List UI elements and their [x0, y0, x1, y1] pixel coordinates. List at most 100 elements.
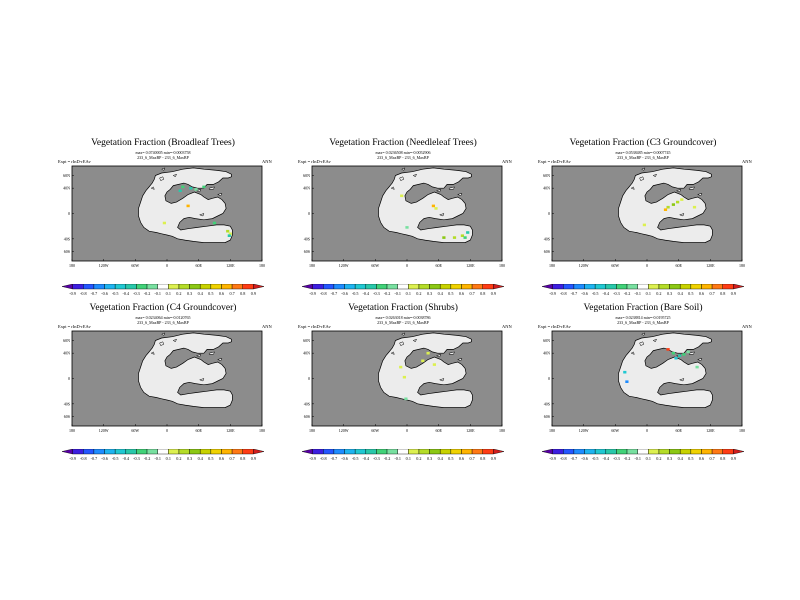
colorbar-tick-label: 0.1 — [166, 456, 171, 461]
lon-label: 60E — [435, 263, 442, 268]
colorbar-swatch — [541, 449, 553, 455]
season-label: ANN — [742, 159, 752, 164]
island — [195, 354, 202, 358]
colorbar-tick-label: 0.4 — [438, 456, 444, 461]
island — [456, 357, 463, 362]
colorbar-swatch — [178, 449, 190, 455]
colorbar-tick-label: 0.3 — [667, 291, 672, 296]
island — [639, 341, 645, 346]
colorbar-swatch — [114, 284, 126, 290]
colorbar-swatch — [242, 284, 254, 290]
colorbar-tick-label: 0.9 — [251, 456, 256, 461]
colorbar-swatch — [680, 284, 692, 290]
colorbar-tick-label: -0.7 — [331, 456, 338, 461]
colorbar-swatch — [616, 449, 628, 455]
island — [678, 213, 685, 217]
colorbar-swatch — [605, 284, 617, 290]
lon-label: 60E — [195, 428, 202, 433]
map-panel-needleleaf-trees: Vegetation Fraction (Needleleaf Trees) m… — [298, 138, 528, 314]
colorbar-swatch — [493, 284, 505, 290]
colorbar-swatch — [429, 449, 441, 455]
colorbar-tick-label: -0.4 — [122, 456, 130, 461]
experiment-label: Expt = rInD-rEAv — [538, 159, 571, 164]
island — [641, 332, 646, 336]
anomaly-cell — [686, 350, 690, 354]
colorbar-tick-label: 0.3 — [667, 456, 672, 461]
colorbar-tick-label: 0.1 — [646, 456, 651, 461]
colorbar-tick-label: -0.3 — [613, 456, 620, 461]
experiment-label: Expt = rInD-rEAv — [298, 159, 331, 164]
anomaly-cell — [431, 204, 435, 208]
lat-label: 60N — [543, 173, 550, 178]
colorbar-tick-label: -0.4 — [602, 291, 610, 296]
continent — [138, 167, 233, 243]
colorbar-swatch — [626, 449, 638, 455]
colorbar-swatch — [376, 284, 388, 290]
colorbar-tick-label: 0.8 — [720, 456, 725, 461]
island — [675, 189, 682, 193]
colorbar-tick-label: 0.2 — [416, 456, 421, 461]
colorbar-tick-label: 0.5 — [208, 456, 213, 461]
world-map: 60N 40N 0 40S 60S 180 120W 60W 0 60E 120E 180 — [303, 330, 505, 433]
colorbar-tick-label: 0.9 — [731, 456, 736, 461]
colorbar-tick-label: 0.9 — [491, 456, 496, 461]
colorbar-tick-label: 0.8 — [480, 456, 485, 461]
colorbar-tick-label: -0.1 — [634, 456, 641, 461]
lat-label: 60S — [544, 249, 550, 254]
island — [208, 186, 215, 190]
map-panel-shrubs: Vegetation Fraction (Shrubs) max= 0.0263… — [298, 303, 528, 479]
lat-label: 60N — [63, 173, 70, 178]
colorbar-swatch — [397, 449, 409, 455]
colorbar-swatch — [711, 449, 723, 455]
colorbar-tick-label: -0.6 — [101, 456, 108, 461]
colorbar-tick-label: 0.4 — [438, 291, 444, 296]
colorbar-tick-label: -0.8 — [80, 456, 87, 461]
world-map: 60N 40N 0 40S 60S 180 120W 60W 0 60E 120E 180 — [63, 165, 265, 268]
colorbar-swatch — [584, 284, 596, 290]
panel-title: Vegetation Fraction (Needleleaf Trees) — [329, 138, 477, 148]
colorbar-swatch — [733, 449, 745, 455]
panel-stats: max= 0.0263018 min=-0.0038786 233_6_MaxBP… — [375, 315, 431, 325]
anomaly-cell — [671, 203, 675, 206]
colorbar-swatch — [648, 284, 660, 290]
colorbar-swatch — [189, 449, 201, 455]
colorbar-swatch — [114, 449, 126, 455]
colorbar-tick-label: 0.7 — [709, 456, 714, 461]
colorbar-swatch — [221, 284, 233, 290]
anomaly-cell — [202, 185, 206, 189]
lat-label: 0 — [548, 211, 550, 216]
colorbar-swatch — [594, 449, 606, 455]
lon-label: 180 — [69, 263, 75, 268]
colorbar-tick-label: 0.5 — [688, 456, 693, 461]
anomaly-cell — [399, 365, 403, 369]
colorbar-swatch — [711, 284, 723, 290]
colorbar-tick-label: 0.4 — [198, 291, 204, 296]
lon-label: 0 — [646, 263, 648, 268]
colorbar-tick-label: -0.4 — [122, 291, 130, 296]
world-map: 60N 40N 0 40S 60S 180 120W 60W 0 60E 120E 180 — [543, 330, 745, 433]
colorbar: -0.9 -0.8 -0.7 -0.6 -0.5 -0.4 -0.3 -0.2 -0.1 0.1 0… — [301, 449, 505, 461]
colorbar-swatch — [365, 284, 377, 290]
island — [652, 173, 657, 178]
colorbar-swatch — [200, 284, 212, 290]
anomaly-cell — [226, 229, 230, 233]
colorbar-swatch — [616, 284, 628, 290]
colorbar-tick-label: 0.7 — [229, 456, 234, 461]
island — [159, 341, 165, 346]
lon-label: 60W — [371, 428, 379, 433]
colorbar-tick-label: -0.8 — [320, 291, 327, 296]
colorbar-tick-label: 0.9 — [491, 291, 496, 296]
colorbar-swatch — [189, 284, 201, 290]
colorbar-swatch — [242, 449, 254, 455]
lon-label: 120W — [579, 263, 589, 268]
continent — [618, 167, 713, 243]
island — [448, 351, 455, 355]
colorbar-tick-label: -0.8 — [80, 291, 87, 296]
island — [198, 213, 205, 217]
island — [172, 173, 177, 178]
colorbar-tick-label: -0.9 — [549, 291, 556, 296]
island — [438, 378, 445, 382]
colorbar-swatch — [573, 284, 585, 290]
colorbar-swatch — [178, 284, 190, 290]
colorbar-tick-label: 0.7 — [709, 291, 714, 296]
